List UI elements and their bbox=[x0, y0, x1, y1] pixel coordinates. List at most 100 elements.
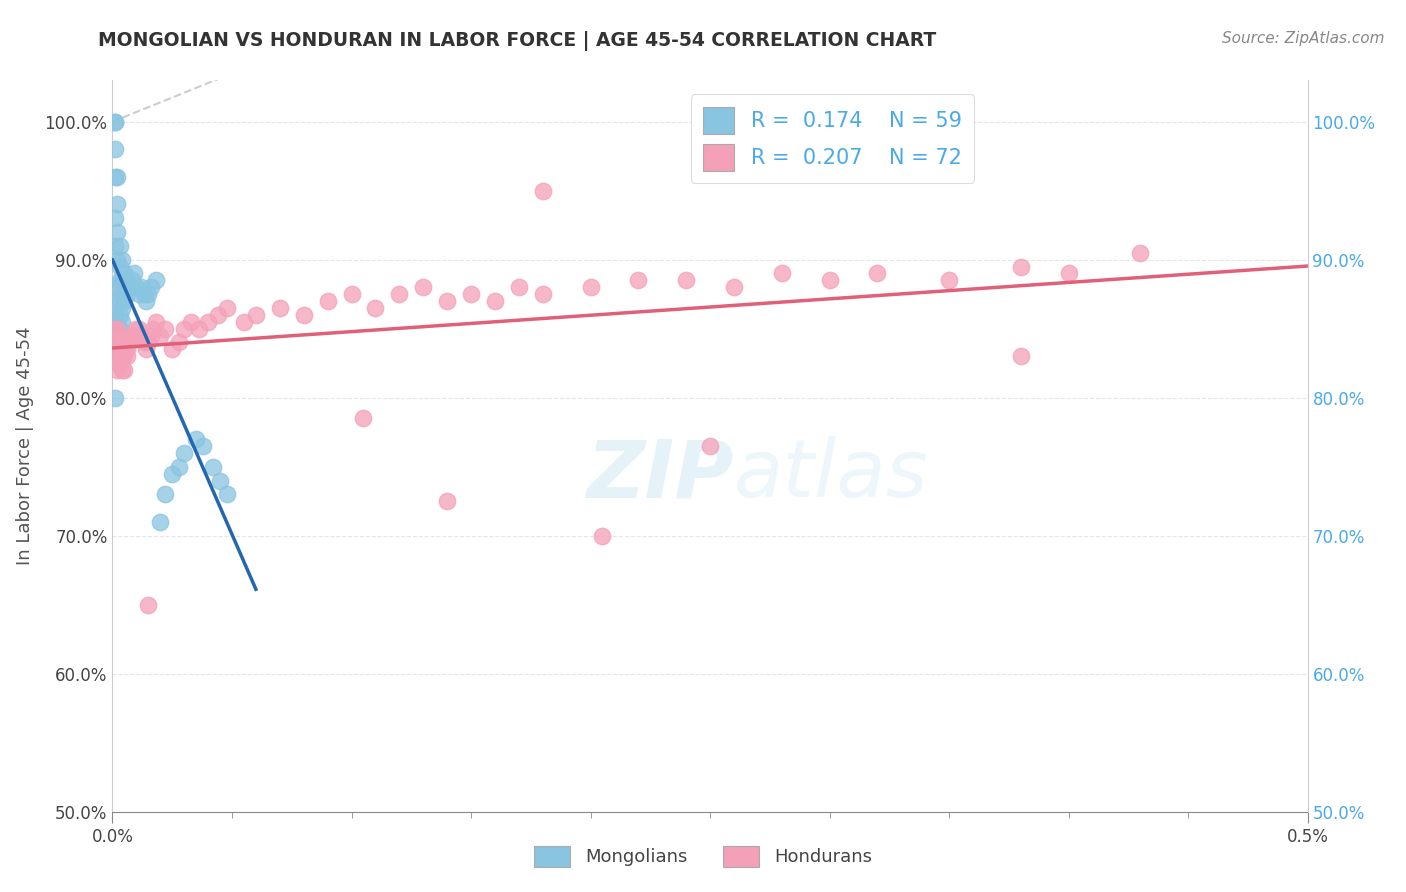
Point bbox=[1057, 267, 1080, 281]
Point bbox=[1010, 260, 1032, 274]
Point bbox=[114, 363, 135, 377]
Point bbox=[139, 280, 162, 294]
Point bbox=[104, 349, 127, 363]
Point bbox=[723, 280, 745, 294]
Point bbox=[269, 301, 291, 315]
Point bbox=[193, 439, 215, 453]
Point bbox=[104, 114, 127, 128]
Point bbox=[770, 267, 793, 281]
Point bbox=[197, 315, 219, 329]
Point bbox=[108, 308, 131, 322]
Y-axis label: In Labor Force | Age 45-54: In Labor Force | Age 45-54 bbox=[15, 326, 34, 566]
Text: MONGOLIAN VS HONDURAN IN LABOR FORCE | AGE 45-54 CORRELATION CHART: MONGOLIAN VS HONDURAN IN LABOR FORCE | A… bbox=[98, 31, 936, 51]
Point bbox=[1129, 245, 1152, 260]
Point bbox=[125, 321, 148, 335]
Legend: R =  0.174    N = 59, R =  0.207    N = 72: R = 0.174 N = 59, R = 0.207 N = 72 bbox=[690, 95, 974, 184]
Point bbox=[122, 328, 145, 343]
Point bbox=[508, 280, 530, 294]
Point bbox=[1010, 349, 1032, 363]
Point bbox=[105, 169, 128, 184]
Point bbox=[180, 315, 202, 329]
Point bbox=[145, 273, 167, 287]
Point bbox=[128, 287, 150, 301]
Point bbox=[104, 239, 127, 253]
Point bbox=[105, 315, 128, 329]
Point bbox=[169, 335, 191, 350]
Point bbox=[105, 252, 128, 267]
Point bbox=[866, 267, 889, 281]
Point bbox=[111, 349, 134, 363]
Point bbox=[531, 184, 554, 198]
Point bbox=[122, 267, 145, 281]
Point bbox=[114, 267, 135, 281]
Point bbox=[579, 280, 602, 294]
Point bbox=[108, 294, 131, 309]
Point bbox=[104, 280, 127, 294]
Point bbox=[217, 487, 239, 501]
Point bbox=[233, 315, 256, 329]
Point bbox=[105, 225, 128, 239]
Point bbox=[132, 335, 155, 350]
Point bbox=[115, 287, 138, 301]
Point bbox=[105, 363, 128, 377]
Point bbox=[139, 328, 162, 343]
Point bbox=[115, 273, 138, 287]
Point bbox=[104, 335, 127, 350]
Point bbox=[149, 328, 172, 343]
Point bbox=[675, 273, 697, 287]
Point bbox=[460, 287, 482, 301]
Point bbox=[388, 287, 411, 301]
Point bbox=[173, 321, 195, 335]
Point bbox=[173, 446, 195, 460]
Point bbox=[187, 321, 209, 335]
Point bbox=[436, 494, 458, 508]
Text: ZIP: ZIP bbox=[586, 436, 734, 515]
Point bbox=[114, 349, 135, 363]
Text: Source: ZipAtlas.com: Source: ZipAtlas.com bbox=[1222, 31, 1385, 46]
Text: atlas: atlas bbox=[734, 436, 929, 515]
Point bbox=[105, 356, 128, 370]
Point bbox=[111, 335, 134, 350]
Point bbox=[108, 335, 131, 350]
Point bbox=[104, 114, 127, 128]
Point bbox=[207, 308, 229, 322]
Point bbox=[121, 328, 143, 343]
Point bbox=[436, 294, 458, 309]
Point bbox=[316, 294, 339, 309]
Point bbox=[108, 349, 131, 363]
Point bbox=[129, 328, 152, 343]
Point bbox=[105, 343, 128, 357]
Point bbox=[129, 280, 152, 294]
Point bbox=[352, 411, 374, 425]
Point bbox=[108, 356, 131, 370]
Point bbox=[217, 301, 239, 315]
Point bbox=[153, 487, 176, 501]
Point bbox=[105, 349, 128, 363]
Point bbox=[132, 287, 155, 301]
Point bbox=[115, 343, 138, 357]
Point bbox=[104, 321, 127, 335]
Point bbox=[292, 308, 315, 322]
Point bbox=[105, 328, 128, 343]
Point bbox=[138, 335, 160, 350]
Point bbox=[111, 301, 134, 315]
Point bbox=[114, 280, 135, 294]
Point bbox=[245, 308, 267, 322]
Point bbox=[340, 287, 363, 301]
Point bbox=[938, 273, 960, 287]
Point bbox=[128, 321, 150, 335]
Point bbox=[121, 273, 143, 287]
Point bbox=[169, 459, 191, 474]
Point bbox=[153, 321, 176, 335]
Point bbox=[135, 294, 157, 309]
Point bbox=[104, 169, 127, 184]
Point bbox=[108, 260, 131, 274]
Point bbox=[145, 315, 167, 329]
Point bbox=[108, 343, 131, 357]
Point bbox=[699, 439, 721, 453]
Point bbox=[138, 287, 160, 301]
Legend: Mongolians, Hondurans: Mongolians, Hondurans bbox=[527, 838, 879, 874]
Point bbox=[818, 273, 841, 287]
Point bbox=[104, 308, 127, 322]
Point bbox=[201, 459, 224, 474]
